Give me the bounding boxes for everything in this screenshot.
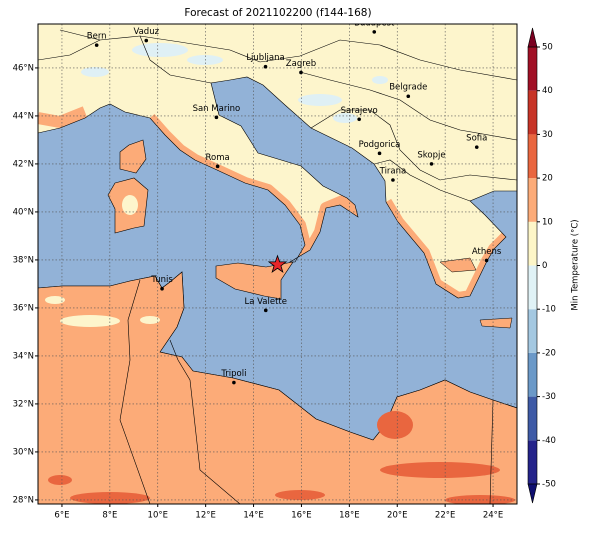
city-label: San Marino — [193, 104, 241, 114]
x-tick-label: 22°E — [435, 511, 455, 521]
colorbar-tick-label: 30 — [542, 130, 553, 140]
city-dot — [474, 145, 479, 149]
city-label: Vaduz — [133, 27, 159, 37]
y-tick-label: 34°N — [13, 351, 34, 361]
colorbar: -50 -40 -30 -20 -10 0 10 20 30 40 50 Min Temperatur… — [527, 27, 581, 504]
city-label: Podgorica — [359, 140, 401, 150]
colorbar-label: Min Temperature (°C) — [571, 219, 581, 310]
colorbar-band — [528, 396, 537, 441]
hot-patches — [48, 411, 515, 504]
y-tick-label: 40°N — [13, 207, 34, 217]
colorbar-band — [528, 352, 537, 397]
city-label: Tunis — [150, 275, 173, 285]
city-label: Skopje — [417, 150, 445, 160]
y-tick-label: 30°N — [13, 447, 34, 457]
city-label: Sarajevo — [341, 106, 378, 116]
city-dot — [144, 38, 149, 43]
cold-patches — [81, 43, 388, 123]
x-tick-label: 24°E — [483, 511, 503, 521]
colorbar-tick-label: 0 — [542, 261, 547, 271]
city-label: Tripoli — [220, 369, 246, 379]
colorbar-tick-label: -50 — [542, 480, 556, 490]
grid — [38, 24, 517, 504]
colorbar-tick-label: -20 — [542, 348, 556, 358]
colorbar-band — [528, 134, 537, 179]
x-tick-label: 14°E — [243, 511, 263, 521]
city-dot — [94, 43, 99, 47]
city-label: La Valette — [245, 297, 288, 307]
colorbar-tick-label: -30 — [542, 392, 556, 402]
borders — [38, 29, 517, 504]
city-dot — [377, 151, 382, 156]
city-dot — [357, 117, 361, 122]
axes: 6°E 8°E 10°E 12°E 14°E 16°E 18°E 20°E 22°E 24°E 28… — [13, 63, 504, 520]
city-dot — [215, 164, 220, 169]
sardinia-interior — [122, 195, 138, 215]
colorbar-tick-label: 10 — [542, 217, 553, 227]
city-dot — [214, 115, 219, 120]
city-label: Roma — [206, 153, 230, 163]
island — [439, 257, 477, 273]
x-tick-label: 20°E — [387, 511, 407, 521]
city-dot — [391, 178, 395, 182]
colorbar-tick-label: -40 — [542, 436, 556, 446]
city-dot — [484, 258, 489, 263]
colorbar-tick-label: 50 — [542, 43, 553, 53]
city-dot — [372, 30, 377, 34]
city-label: Budapest — [354, 18, 395, 28]
x-tick-label: 10°E — [148, 511, 168, 521]
city-dot — [263, 64, 268, 69]
map-frame — [37, 23, 518, 505]
x-tick-label: 16°E — [291, 511, 311, 521]
x-tick-label: 8°E — [102, 511, 117, 521]
y-tick-label: 42°N — [13, 159, 34, 169]
colorbar-band — [528, 309, 537, 353]
colorbar-tick-label: 20 — [542, 174, 553, 184]
colorbar-band — [528, 47, 537, 91]
colorbar-band — [528, 90, 537, 135]
colorbar-band — [528, 440, 537, 484]
city-label: Zagreb — [286, 59, 316, 69]
x-tick-label: 6°E — [54, 511, 69, 521]
city-label: Sofia — [466, 134, 487, 144]
y-tick-label: 36°N — [13, 303, 34, 313]
colorbar-band — [528, 265, 537, 310]
city-dot — [160, 286, 164, 291]
colorbar-tick-label: 40 — [542, 86, 553, 96]
y-tick-label: 32°N — [13, 399, 34, 409]
mild-patches — [45, 296, 160, 327]
city-dot — [299, 70, 303, 75]
city-label: Bern — [87, 32, 107, 42]
colorbar-over — [527, 27, 538, 48]
city-dot — [429, 162, 434, 166]
y-tick-label: 46°N — [13, 63, 34, 73]
colorbar-band — [528, 221, 537, 266]
city-dot — [406, 94, 411, 99]
city-dot — [263, 308, 268, 313]
map-title: Forecast of 2021102200 (f144-168) — [184, 7, 371, 19]
corsica — [119, 139, 147, 174]
y-tick-label: 28°N — [13, 495, 34, 505]
colorbar-tick-label: -10 — [542, 305, 556, 315]
city-dot — [232, 380, 236, 385]
city-label: Tirana — [379, 167, 407, 177]
y-tick-label: 38°N — [13, 255, 34, 265]
x-tick-label: 12°E — [195, 511, 215, 521]
y-tick-label: 44°N — [13, 111, 34, 121]
crete — [479, 317, 513, 329]
forecast-point — [267, 254, 288, 273]
city-label: Athens — [472, 247, 502, 257]
city-label: Belgrade — [389, 83, 427, 93]
city-label: Ljubljana — [246, 53, 284, 63]
colorbar-under — [527, 483, 538, 504]
colorbar-band — [528, 178, 537, 222]
x-tick-label: 18°E — [339, 511, 359, 521]
